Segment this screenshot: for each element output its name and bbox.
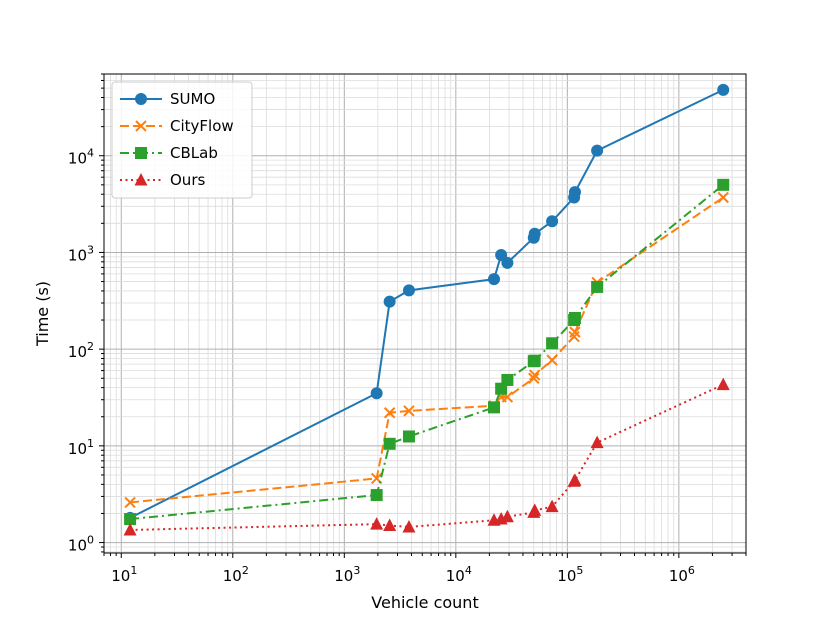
data-point-sumo [546,215,559,228]
series-line-cityflow [130,196,724,504]
data-point-ours [568,473,582,486]
legend-marker-cblab [135,147,147,159]
data-point-sumo [717,83,730,96]
data-point-sumo [501,256,514,269]
legend-marker-cityflow [135,120,147,132]
data-point-ours [123,522,137,536]
legend-marker-ours [134,173,148,186]
axis-ticks: 101 102 103 104 105 106 100 101 102 103 104 [68,73,747,585]
data-point-cblab [124,513,137,526]
y-tick-label: 102 [68,340,94,361]
data-point-ours [716,377,730,391]
y-axis-label: Time (s) [33,281,52,347]
data-point-sumo [591,144,604,157]
data-point-cblab [383,437,396,450]
data-point-cityflow [546,354,558,366]
y-tick-label: 101 [68,437,94,458]
legend-label-cityflow: CityFlow [170,117,234,135]
data-point-cityflow [403,405,415,417]
legend-box [111,81,253,199]
data-point-cityflow [528,372,540,384]
x-marker-stroke [370,472,383,485]
legend: SUMO CityFlow CBLab Ours [111,81,253,199]
data-point-sumo [568,186,581,199]
x-marker-stroke [501,391,514,403]
y-tick-label: 104 [68,147,94,168]
data-point-sumo [383,295,396,308]
data-point-sumo [402,284,415,297]
x-marker-stroke [124,496,136,509]
series-cityflow [124,191,729,509]
series-ours [123,377,730,536]
x-marker-stroke [529,369,541,381]
data-point-ours [545,499,559,513]
y-tick-label: 103 [68,243,94,264]
x-tick-label: 103 [334,564,360,585]
data-point-cityflow [383,407,396,419]
data-point-cblab [402,430,415,443]
data-point-ours [383,518,397,532]
plot-frame [103,73,747,554]
x-tick-label: 105 [557,564,583,585]
data-point-ours [590,435,604,449]
x-marker-stroke [528,372,540,384]
legend-label-sumo: SUMO [170,90,215,108]
data-point-sumo [488,273,501,286]
data-point-cblab [717,178,730,191]
data-point-cityflow [124,496,136,509]
x-tick-label: 104 [446,564,472,585]
data-point-cblab [568,311,581,324]
data-point-ours [370,517,384,530]
x-marker-stroke [403,405,415,417]
y-tick-label: 100 [68,534,94,555]
series-line-ours [130,383,724,531]
data-point-sumo [528,227,541,240]
series-area [123,83,730,536]
x-marker-stroke [135,120,147,132]
data-point-cityflow [717,191,729,204]
series-sumo [124,83,730,524]
data-point-cblab [488,401,501,414]
data-point-ours [500,509,514,523]
data-point-cityflow [569,326,581,338]
x-tick-label: 101 [111,564,137,585]
x-marker-stroke [546,354,558,366]
legend-label-ours: Ours [170,171,205,189]
data-point-ours [528,503,542,516]
x-marker-stroke [569,326,581,338]
data-point-sumo [370,387,383,400]
data-point-cblab [501,373,514,386]
data-point-cblab [528,354,541,367]
x-axis-label: Vehicle count [371,593,478,612]
x-marker-stroke [717,191,729,204]
x-marker-stroke [383,407,396,419]
x-tick-label: 102 [223,564,249,585]
x-tick-label: 106 [669,564,695,585]
legend-label-cblab: CBLab [170,144,218,162]
data-point-cityflow [529,369,541,381]
data-point-cblab [546,337,559,350]
data-point-ours [402,519,416,533]
data-point-cblab [370,489,383,502]
series-cblab [124,178,730,526]
data-point-cblab [591,280,604,293]
legend-marker-sumo [135,93,147,105]
